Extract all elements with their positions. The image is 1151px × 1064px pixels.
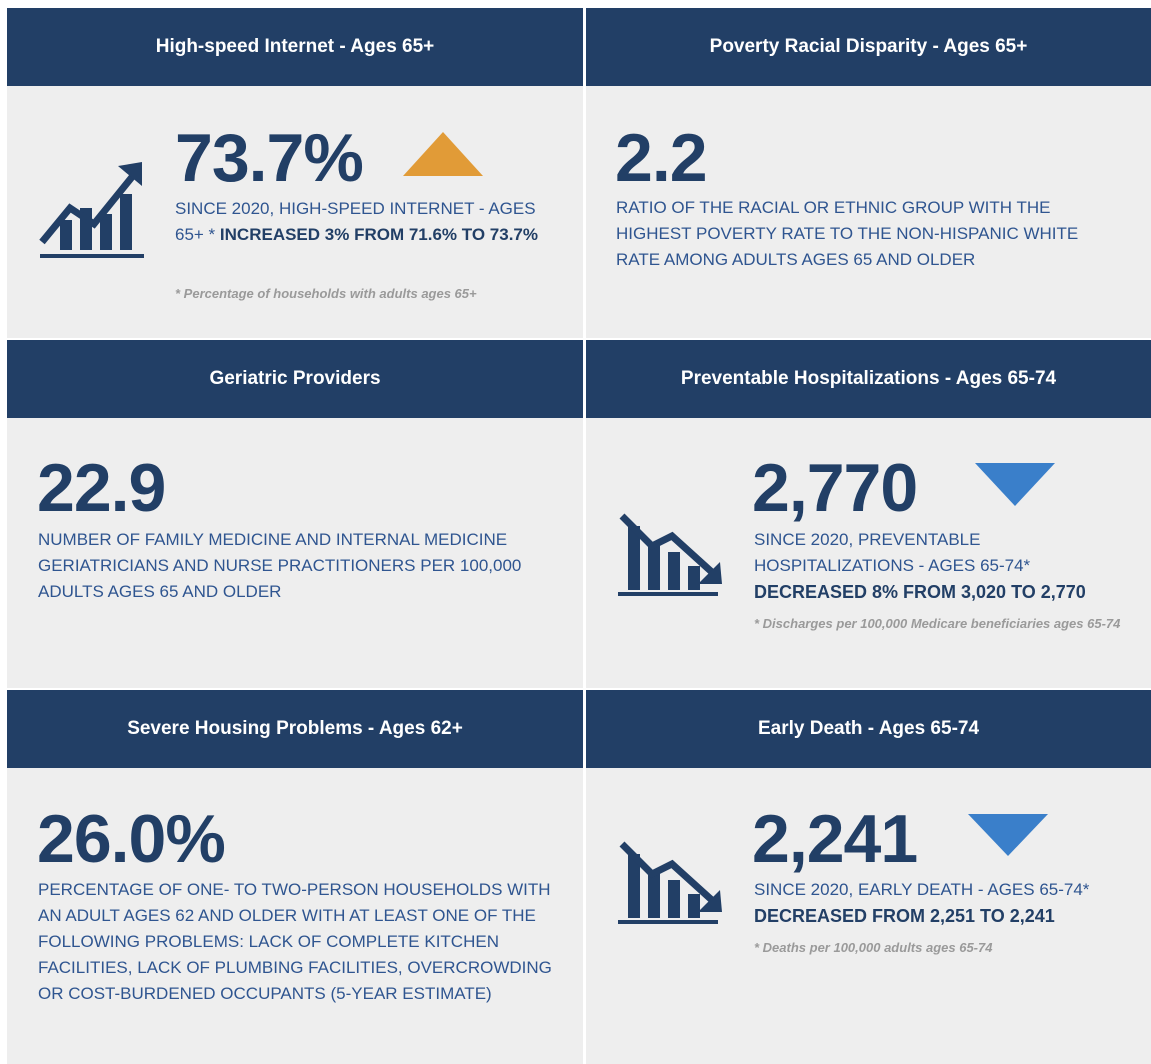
- card-title: Geriatric Providers: [7, 340, 583, 418]
- metric-description: RATIO OF THE RACIAL OR ETHNIC GROUP WITH…: [616, 198, 1079, 269]
- metric-value: 26.0%: [37, 801, 226, 877]
- metric-description: SINCE 2020, HIGH-SPEED INTERNET - AGES 6…: [175, 196, 560, 248]
- card: Early Death - Ages 65-74 2,241 SINCE 202…: [586, 690, 1151, 1064]
- description-text: SINCE 2020, HIGH-SPEED INTERNET - AGES 6…: [175, 199, 536, 244]
- trend-up-icon: [39, 162, 144, 258]
- metric-value: 2.2: [615, 120, 708, 196]
- card-title: Severe Housing Problems - Ages 62+: [7, 690, 583, 768]
- description-text: SINCE 2020, PREVENTABLE HOSPITALIZATIONS…: [754, 530, 1031, 575]
- metric-value: 73.7%: [175, 120, 364, 196]
- trend-up-triangle: [403, 132, 483, 176]
- metric-value: 22.9: [37, 450, 166, 526]
- metric-description: SINCE 2020, PREVENTABLE HOSPITALIZATIONS…: [754, 527, 1144, 605]
- card-title: Poverty Racial Disparity - Ages 65+: [586, 8, 1151, 86]
- card-title: Early Death - Ages 65-74: [586, 690, 1151, 768]
- metric-value: 2,241: [752, 801, 918, 877]
- card-title: High-speed Internet - Ages 65+: [7, 8, 583, 86]
- metric-note: * Deaths per 100,000 adults ages 65-74: [754, 940, 993, 955]
- trend-down-triangle: [975, 463, 1055, 506]
- card: Poverty Racial Disparity - Ages 65+ 2.2 …: [586, 8, 1151, 338]
- metric-description: SINCE 2020, EARLY DEATH - AGES 65-74* DEC…: [754, 877, 1144, 929]
- card: Severe Housing Problems - Ages 62+ 26.0%…: [7, 690, 583, 1064]
- description-text: SINCE 2020, EARLY DEATH - AGES 65-74*: [754, 880, 1090, 899]
- metric-value: 2,770: [752, 450, 918, 526]
- metric-description: PERCENTAGE OF ONE- TO TWO-PERSON HOUSEHO…: [38, 880, 552, 1003]
- metric-description: NUMBER OF FAMILY MEDICINE AND INTERNAL M…: [38, 530, 522, 601]
- metric-note: * Discharges per 100,000 Medicare benefi…: [754, 616, 1121, 631]
- trend-down-triangle: [968, 814, 1048, 856]
- description-highlight: DECREASED FROM 2,251 TO 2,241: [754, 906, 1055, 926]
- card: Geriatric Providers 22.9 NUMBER OF FAMIL…: [7, 340, 583, 688]
- description-highlight: INCREASED 3% FROM 71.6% TO 73.7%: [219, 225, 538, 244]
- description-highlight: DECREASED 8% FROM 3,020 TO 2,770: [754, 582, 1086, 602]
- metric-note: * Percentage of households with adults a…: [175, 286, 477, 301]
- card-title: Preventable Hospitalizations - Ages 65-7…: [586, 340, 1151, 418]
- trend-down-icon: [618, 841, 722, 924]
- trend-down-icon: [618, 513, 722, 596]
- card: Preventable Hospitalizations - Ages 65-7…: [586, 340, 1151, 688]
- card: High-speed Internet - Ages 65+ 73.7% SIN…: [7, 8, 583, 338]
